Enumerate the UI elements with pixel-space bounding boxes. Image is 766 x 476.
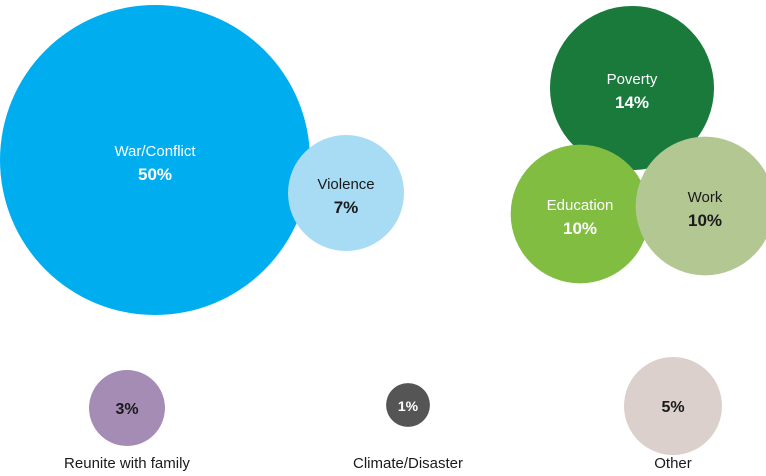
bubble-label-other: Other [654, 455, 692, 472]
bubble-education: Education 10% [510, 144, 650, 284]
bubble-circle-reunite-with-family [89, 370, 165, 446]
bubble-circle-other [623, 356, 723, 456]
bubble-circle-poverty [549, 5, 715, 171]
bubble-label-poverty: Poverty [607, 71, 658, 88]
bubble-climate-disaster: 1% Climate/Disaster [353, 383, 463, 472]
bubble-circle-violence [288, 135, 404, 251]
bubble-circle-war-conflict [0, 5, 310, 315]
bubble-value-reunite-with-family: 3% [115, 401, 138, 418]
bubble-other: 5% Other [623, 356, 723, 472]
bubble-value-work: 10% [688, 211, 722, 230]
bubble-circle-climate-disaster [386, 383, 430, 427]
bubble-circle-work [635, 136, 766, 276]
bubble-label-work: Work [688, 189, 723, 206]
bubble-violence: Violence 7% [288, 135, 404, 251]
bubble-value-education: 10% [563, 219, 597, 238]
bubble-poverty: Poverty 14% [549, 5, 715, 171]
bubble-reunite-with-family: 3% Reunite with family [64, 370, 190, 472]
bubble-war-conflict: War/Conflict 50% [0, 5, 310, 315]
bubble-label-education: Education [547, 197, 614, 214]
bubble-value-climate-disaster: 1% [398, 398, 419, 414]
bubble-value-poverty: 14% [615, 93, 649, 112]
bubble-label-war-conflict: War/Conflict [114, 143, 196, 160]
bubble-label-violence: Violence [317, 176, 374, 193]
bubble-value-violence: 7% [334, 198, 359, 217]
bubble-label-reunite-with-family: Reunite with family [64, 455, 190, 472]
bubble-value-other: 5% [661, 399, 684, 416]
bubble-label-climate-disaster: Climate/Disaster [353, 455, 463, 472]
bubble-work: Work 10% [635, 136, 766, 276]
bubble-value-war-conflict: 50% [138, 165, 172, 184]
bubble-circle-education [510, 144, 650, 284]
